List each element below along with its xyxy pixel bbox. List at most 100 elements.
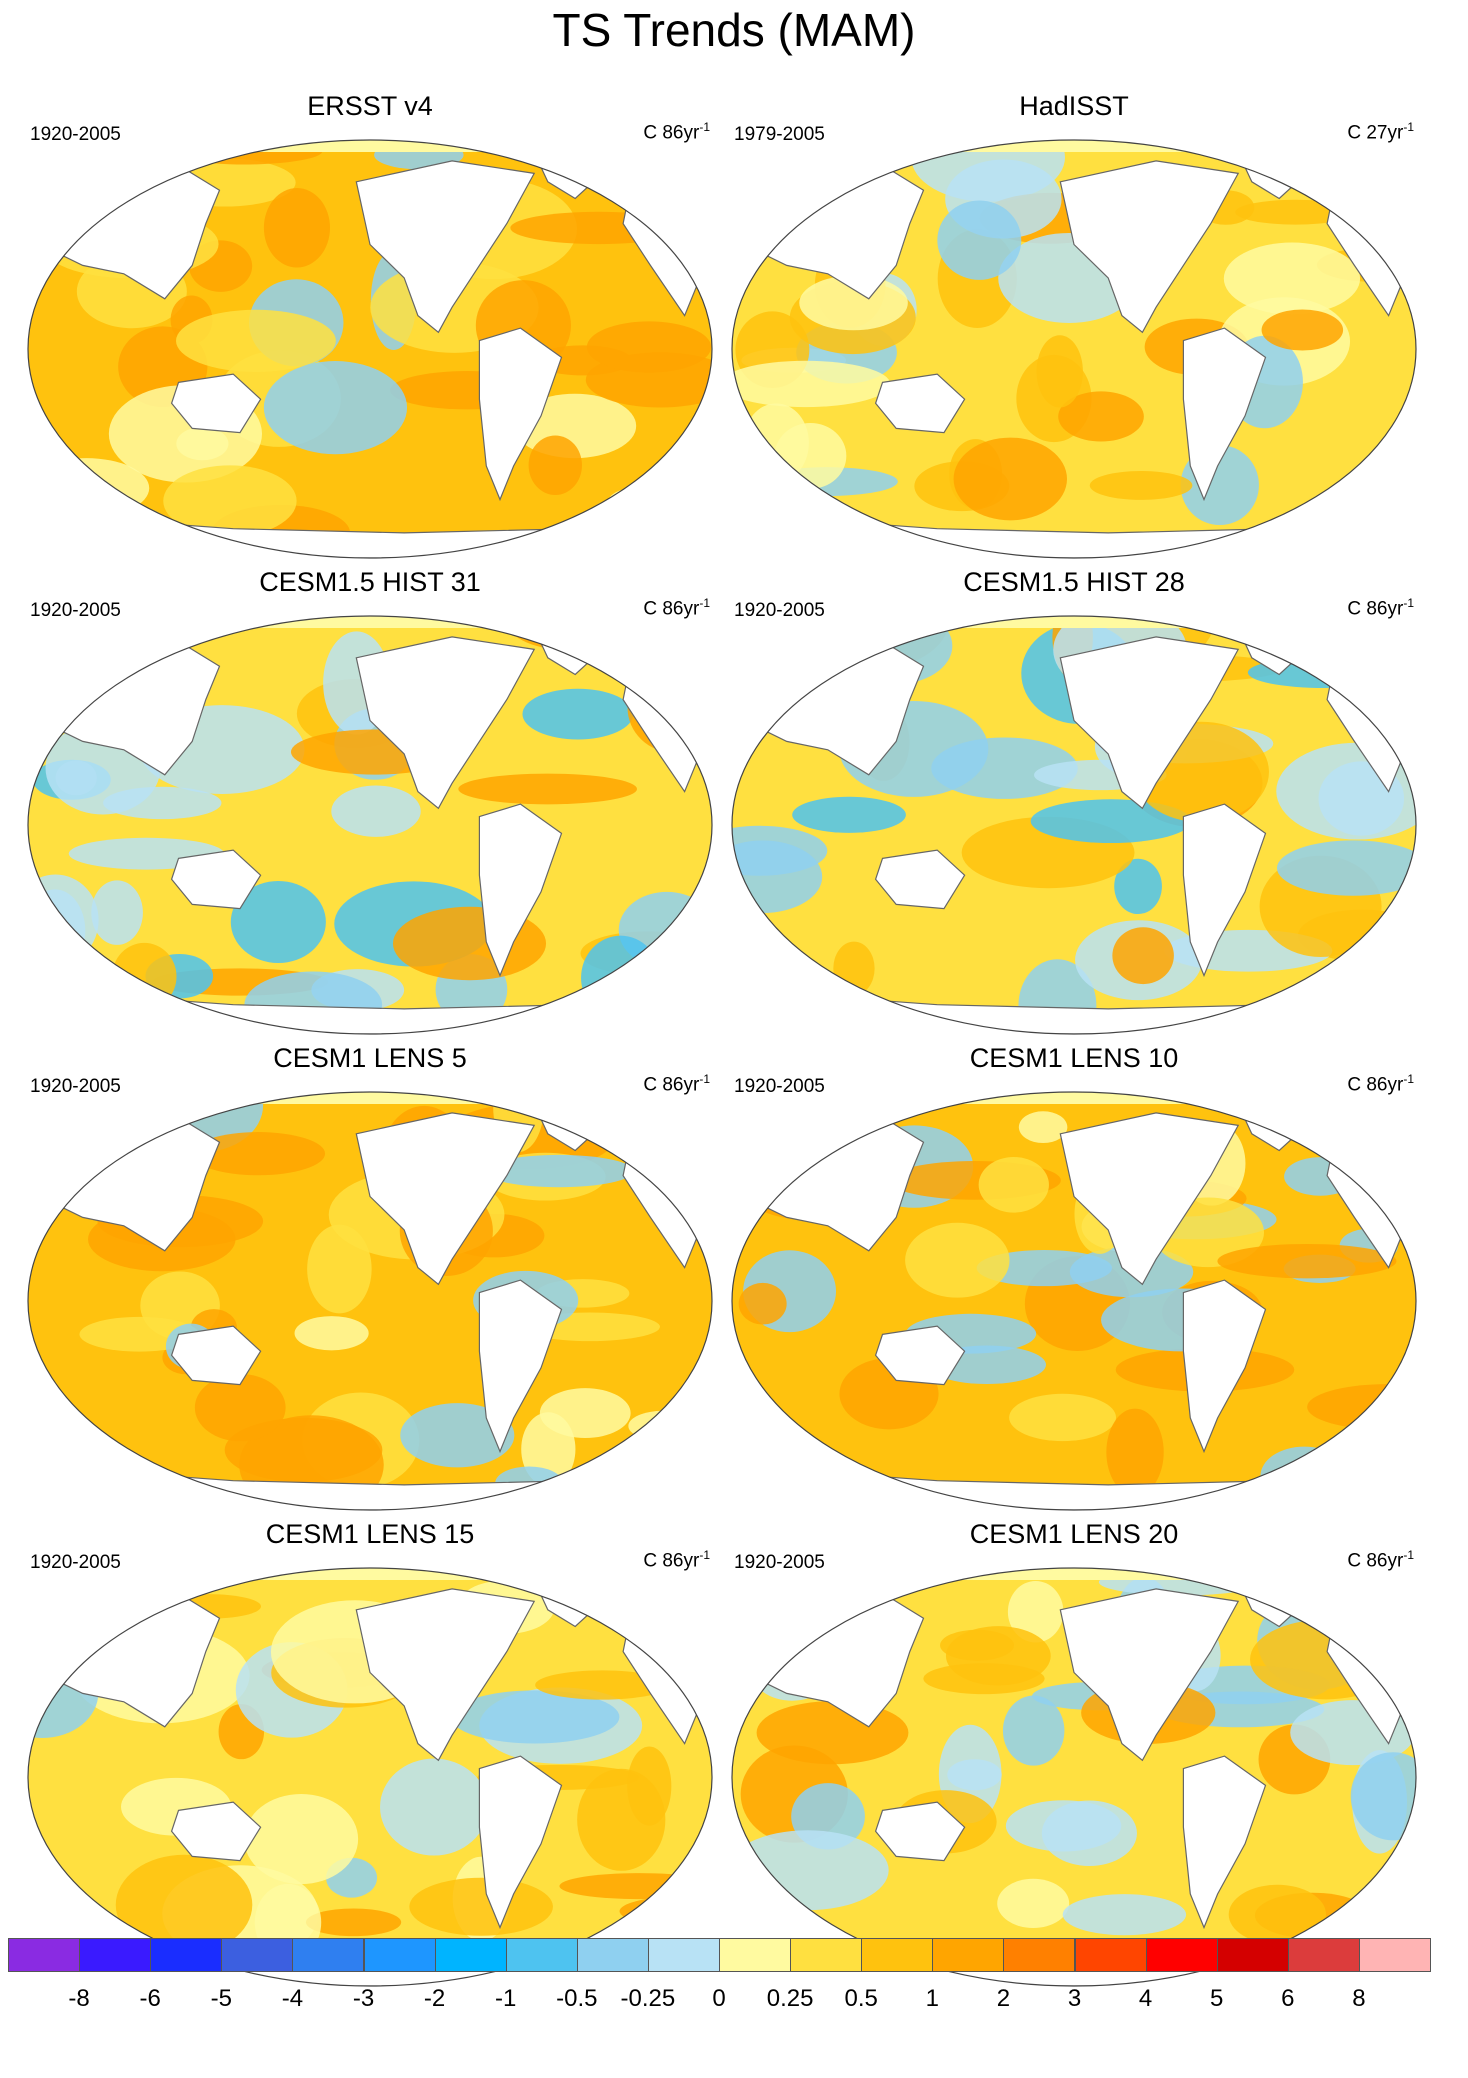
panel-units: C 86yr-1 [643, 596, 710, 620]
land-mask [1059, 160, 1240, 334]
land-mask [874, 1325, 966, 1386]
map-panel: CESM1 LENS 20 1920-2005 C 86yr-1 [724, 1518, 1424, 1988]
land-mask [874, 849, 966, 910]
map-outline [731, 1091, 1417, 1511]
panel-title: CESM1.5 HIST 31 [259, 567, 481, 597]
colorbar-tick-label: 0 [712, 1985, 726, 2012]
colorbar-tick-label: 6 [1281, 1985, 1295, 2012]
colorbar-swatch [1074, 1938, 1147, 1972]
map-panel: ERSST v4 1920-2005 C 86yr-1 [20, 90, 720, 560]
colorbar-tick-label: 0.25 [766, 1985, 814, 2012]
colorbar-swatch [505, 1938, 578, 1972]
panel-period: 1920-2005 [734, 1552, 825, 1573]
panel-units: C 86yr-1 [1347, 1072, 1414, 1096]
panel-title: CESM1 LENS 5 [273, 1043, 467, 1073]
colorbar [8, 1938, 1431, 1972]
land-mask [478, 803, 563, 978]
panel-period: 1920-2005 [734, 1076, 825, 1097]
colorbar-swatch [647, 1938, 720, 1972]
trend-map [731, 139, 1417, 559]
colorbar-tick-label: -2 [423, 1985, 446, 2012]
colorbar-swatch [1358, 1938, 1431, 1972]
colorbar-swatch [790, 1938, 863, 1972]
panel-period: 1920-2005 [734, 600, 825, 621]
land-mask [478, 1279, 563, 1454]
land-mask [355, 1588, 536, 1762]
colorbar-tick-label: -8 [68, 1985, 90, 2012]
panel-title: CESM1 LENS 20 [969, 1519, 1179, 1549]
land-mask [478, 1755, 563, 1930]
land-mask [170, 373, 262, 434]
colorbar-swatch [1216, 1938, 1289, 1972]
land-mask [1059, 636, 1240, 810]
map-panel: CESM1 LENS 15 1920-2005 C 86yr-1 [20, 1518, 720, 1988]
panel-period: 1920-2005 [30, 1552, 121, 1573]
map-outline [731, 615, 1417, 1035]
map-outline [27, 139, 713, 559]
panel-title: CESM1 LENS 10 [969, 1043, 1179, 1073]
panel-units: C 86yr-1 [643, 120, 710, 144]
colorbar-tick-label: 8 [1352, 1985, 1366, 2012]
colorbar-swatch [861, 1938, 934, 1972]
colorbar-swatch [150, 1938, 223, 1972]
colorbar-swatch [221, 1938, 294, 1972]
land-mask [874, 1801, 966, 1862]
trend-map [731, 1091, 1417, 1511]
trend-map [27, 139, 713, 559]
colorbar-swatch [79, 1938, 152, 1972]
colorbar-swatch [363, 1938, 436, 1972]
colorbar-tick-label: 1 [925, 1985, 939, 2012]
trend-map [27, 615, 713, 1035]
land-mask [355, 1112, 536, 1286]
land-mask [355, 636, 536, 810]
land-mask [1182, 327, 1267, 502]
colorbar-tick-label: 0.5 [844, 1985, 878, 2012]
colorbar-tick-label: -6 [139, 1985, 161, 2012]
panel-units: C 27yr-1 [1347, 120, 1414, 144]
land-mask [355, 160, 536, 334]
panel-period: 1979-2005 [734, 124, 825, 145]
figure-title: TS Trends (MAM) [552, 4, 916, 56]
colorbar-swatch [434, 1938, 507, 1972]
map-outline [731, 1567, 1417, 1987]
colorbar-tick-label: -5 [210, 1985, 232, 2012]
panel-period: 1920-2005 [30, 1076, 121, 1097]
panel-units: C 86yr-1 [1347, 1548, 1414, 1572]
colorbar-swatch [1145, 1938, 1218, 1972]
land-mask [170, 849, 262, 910]
colorbar-swatch [1287, 1938, 1360, 1972]
colorbar-tick-label: 5 [1210, 1985, 1224, 2012]
map-outline [731, 139, 1417, 559]
colorbar-tick-label: 4 [1138, 1985, 1153, 2012]
trend-map [731, 615, 1417, 1035]
map-panel: CESM1.5 HIST 28 1920-2005 C 86yr-1 [724, 566, 1424, 1036]
map-panel: CESM1 LENS 10 1920-2005 C 86yr-1 [724, 1042, 1424, 1512]
panel-title: HadISST [1019, 91, 1129, 121]
map-outline [27, 1091, 713, 1511]
panel-title: ERSST v4 [307, 91, 433, 121]
colorbar-tick-label: -3 [352, 1985, 375, 2012]
panel-period: 1920-2005 [30, 600, 121, 621]
colorbar-tick-label: 2 [996, 1985, 1011, 2012]
panel-title: CESM1 LENS 15 [265, 1519, 475, 1549]
panel-title: CESM1.5 HIST 28 [963, 567, 1185, 597]
panel-units: C 86yr-1 [1347, 596, 1414, 620]
trend-map [731, 1567, 1417, 1987]
colorbar-swatch [1003, 1938, 1076, 1972]
colorbar-tick-label: -0.5 [556, 1985, 598, 2012]
land-mask [170, 1801, 262, 1862]
panel-units: C 86yr-1 [643, 1548, 710, 1572]
map-panel: HadISST 1979-2005 C 27yr-1 [724, 90, 1424, 560]
land-mask [478, 327, 563, 502]
colorbar-swatch [576, 1938, 649, 1972]
colorbar-swatch [292, 1938, 365, 1972]
land-mask [1182, 1279, 1267, 1454]
land-mask [170, 1325, 262, 1386]
colorbar-tick-label: -4 [281, 1985, 304, 2012]
colorbar-swatch [719, 1938, 792, 1972]
land-mask [1182, 1755, 1267, 1930]
trend-map [27, 1567, 713, 1987]
panel-period: 1920-2005 [30, 124, 121, 145]
panel-units: C 86yr-1 [643, 1072, 710, 1096]
land-mask [874, 373, 966, 434]
